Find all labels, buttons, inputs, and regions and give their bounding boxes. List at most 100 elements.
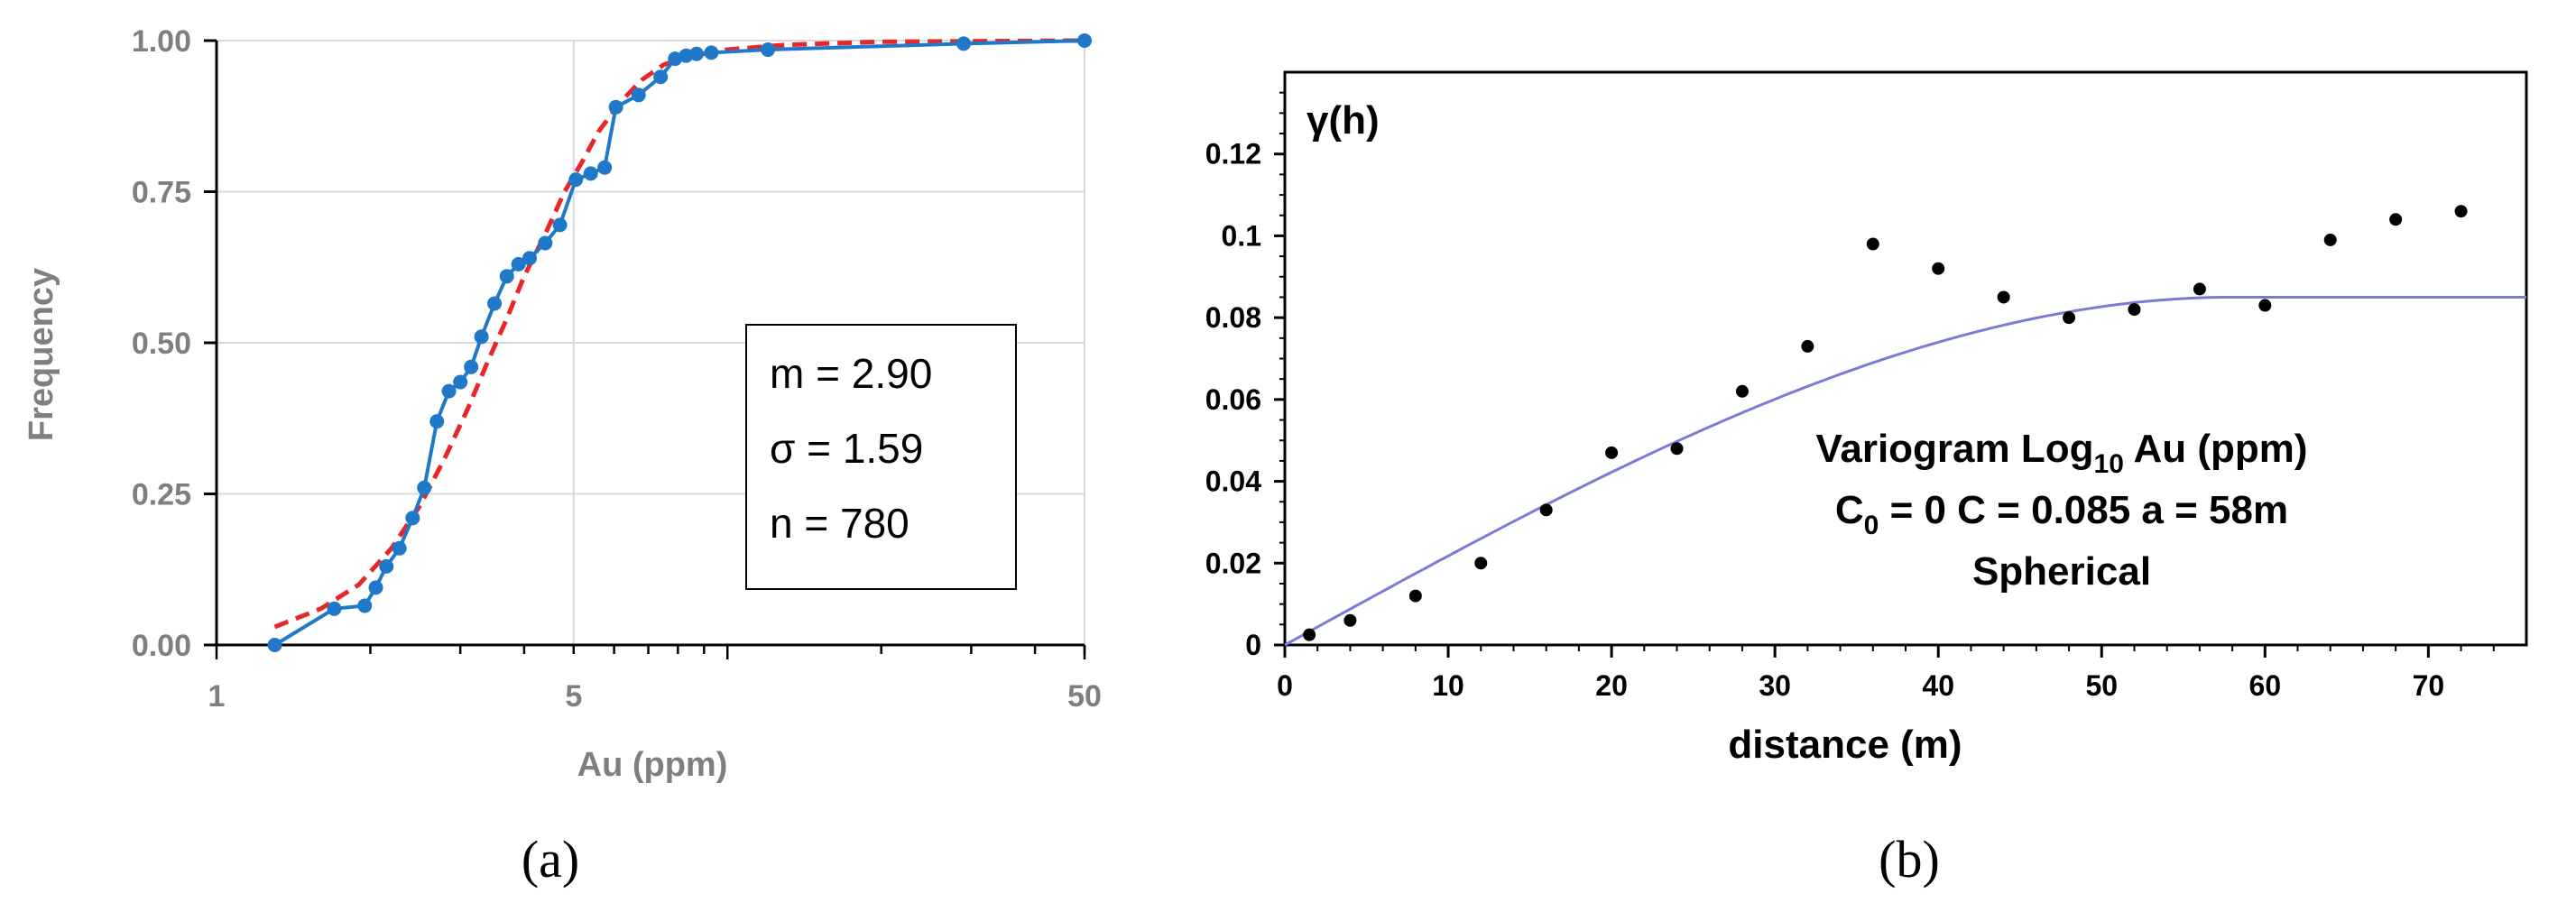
- y-tick-label-b: 0.04: [1205, 465, 1261, 498]
- data-point-a: [392, 540, 407, 556]
- data-point-a: [405, 511, 420, 526]
- x-tick-label-b: 30: [1759, 669, 1791, 702]
- data-point-b: [2193, 282, 2206, 296]
- y-axis-label-b: γ(h): [1306, 98, 1380, 143]
- y-tick-label-b: 0.08: [1205, 301, 1261, 334]
- data-point-a: [522, 251, 537, 266]
- panel-label-b: (b): [1879, 830, 1940, 889]
- data-point-a: [761, 42, 776, 58]
- x-axis-label-a: Au (ppm): [577, 746, 728, 784]
- model-line-b: [1284, 296, 2526, 647]
- y-tick-label-b: 0.1: [1222, 219, 1261, 252]
- data-point-b: [1866, 237, 1879, 251]
- data-point-b: [1408, 589, 1422, 603]
- y-tick-label-b: 0.06: [1205, 383, 1261, 416]
- data-point-a: [1077, 33, 1092, 48]
- y-tick-label-a: 0.75: [132, 176, 191, 210]
- model-curve-b: [1284, 296, 2526, 647]
- data-point-a: [653, 69, 669, 85]
- data-point-a: [583, 166, 598, 181]
- x-tick-label-b: 0: [1277, 669, 1293, 702]
- data-point-a: [441, 383, 457, 399]
- x-tick-label-b: 60: [2249, 669, 2282, 702]
- x-tick-label-a: 50: [1067, 679, 1102, 714]
- data-point-b: [1670, 442, 1684, 456]
- data-point-b: [1539, 503, 1553, 517]
- data-point-b: [2128, 303, 2141, 317]
- data-point-a: [552, 217, 568, 233]
- data-point-b: [1932, 262, 1945, 275]
- legend-line-mean: m = 2.90: [770, 350, 932, 397]
- data-point-a: [379, 558, 394, 574]
- data-point-a: [688, 46, 704, 61]
- data-point-b: [2258, 299, 2272, 312]
- y-tick-label-b: 0.12: [1205, 138, 1261, 170]
- data-point-a: [538, 235, 553, 251]
- data-point-a: [474, 329, 489, 345]
- y-tick-label-b: 0.02: [1205, 547, 1261, 579]
- x-tick-label-a: 1: [208, 679, 226, 714]
- y-tick-label-a: 0.00: [132, 629, 191, 663]
- data-point-a: [956, 36, 972, 51]
- legend-box-a: m = 2.90 σ = 1.59 n = 780: [745, 324, 1017, 590]
- data-point-b: [2323, 233, 2337, 246]
- x-tick-label-a: 5: [565, 679, 582, 714]
- x-tick-label-b: 10: [1432, 669, 1464, 702]
- data-point-a: [357, 598, 373, 613]
- data-point-a: [499, 269, 514, 284]
- legend-line-n: n = 780: [770, 500, 909, 547]
- axes-b: [1274, 70, 2528, 658]
- data-point-a: [429, 414, 445, 429]
- data-point-b: [1801, 339, 1814, 353]
- data-point-b: [1474, 557, 1488, 570]
- data-point-b: [1735, 384, 1749, 398]
- x-tick-label-b: 50: [2085, 669, 2118, 702]
- data-point-a: [568, 172, 584, 188]
- panel-label-a: (a): [522, 830, 579, 889]
- data-point-a: [608, 99, 623, 115]
- y-tick-label-b: 0: [1245, 629, 1261, 661]
- data-point-a: [631, 88, 646, 103]
- legend-line-sigma: σ = 1.59: [770, 425, 923, 472]
- data-point-b: [1605, 446, 1619, 459]
- data-point-b: [1343, 613, 1357, 627]
- y-ticks-a: 0.00 0.25 0.50 0.75 1.00: [132, 24, 191, 663]
- data-point-a: [464, 359, 479, 374]
- plot-frame-b: [1283, 70, 2528, 647]
- data-point-b: [2454, 205, 2468, 218]
- chart-a: 0.000.250.500.751.00 1 5 50 Frequency Au (…: [23, 24, 1102, 889]
- data-point-a: [668, 51, 683, 67]
- annotation-b: Variogram Log10 Au (ppm) C0 = 0 C = 0.08…: [1815, 427, 2307, 594]
- data-point-b: [2063, 311, 2076, 325]
- chart-b: 0 0.02 0.04 0.06 0.08 0.1 0.12 0 10 20 30 40 50 60 70…: [1205, 70, 2528, 889]
- x-ticks-a: 1 5 50: [208, 679, 1102, 714]
- x-tick-label-b: 70: [2413, 669, 2445, 702]
- x-tick-label-b: 40: [1922, 669, 1954, 702]
- data-point-a: [327, 601, 342, 616]
- annotation-line-3: Spherical: [1972, 549, 2151, 594]
- data-point-b: [2389, 213, 2403, 226]
- data-point-a: [487, 296, 503, 311]
- data-point-b: [1303, 628, 1316, 641]
- axes-a: [204, 39, 1086, 659]
- y-tick-label-a: 1.00: [132, 24, 191, 59]
- x-axis-label-b: distance (m): [1728, 723, 1962, 767]
- annotation-line-1: Variogram Log10 Au (ppm): [1815, 427, 2307, 479]
- series-a: [267, 33, 1092, 652]
- data-point-a: [267, 638, 282, 652]
- annotation-line-2: C0 = 0 C = 0.085 a = 58m: [1835, 488, 2288, 540]
- data-point-a: [417, 480, 432, 495]
- data-point-a: [511, 256, 526, 272]
- series-b: [1303, 205, 2468, 641]
- x-ticks-b: 0 10 20 30 40 50 60 70: [1277, 669, 2444, 702]
- data-point-a: [453, 374, 468, 390]
- x-tick-label-b: 20: [1595, 669, 1628, 702]
- y-ticks-b: 0 0.02 0.04 0.06 0.08 0.1 0.12: [1205, 138, 1261, 661]
- data-point-a: [704, 45, 719, 60]
- data-point-a: [368, 580, 383, 595]
- y-axis-label-a: Frequency: [23, 268, 60, 441]
- y-tick-label-a: 0.25: [132, 478, 191, 512]
- data-point-a: [597, 160, 613, 175]
- data-point-b: [1997, 290, 2010, 304]
